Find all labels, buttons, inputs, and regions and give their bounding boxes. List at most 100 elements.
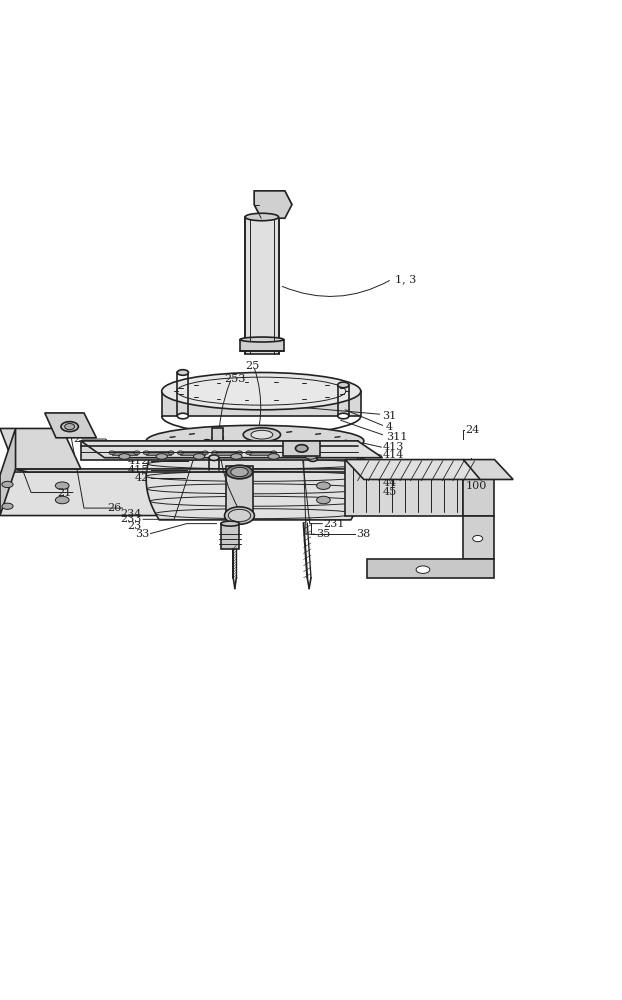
Polygon shape: [45, 413, 96, 438]
Text: 33: 33: [135, 448, 149, 458]
Text: 22: 22: [473, 470, 487, 480]
Ellipse shape: [134, 451, 140, 455]
Bar: [212, 428, 223, 441]
Text: 45: 45: [383, 487, 397, 497]
Polygon shape: [81, 441, 358, 460]
Ellipse shape: [230, 496, 243, 504]
Text: 233: 233: [121, 514, 142, 524]
Polygon shape: [180, 451, 205, 455]
Text: 24: 24: [465, 425, 480, 435]
Ellipse shape: [305, 454, 317, 459]
Ellipse shape: [338, 382, 349, 388]
Polygon shape: [240, 340, 284, 351]
Ellipse shape: [473, 535, 483, 542]
Ellipse shape: [442, 461, 446, 464]
Polygon shape: [81, 441, 383, 458]
Text: 25: 25: [246, 361, 260, 371]
Ellipse shape: [243, 428, 281, 442]
Ellipse shape: [55, 496, 69, 504]
Ellipse shape: [455, 461, 459, 464]
Ellipse shape: [245, 213, 279, 221]
Polygon shape: [254, 191, 292, 218]
Text: 38: 38: [356, 529, 370, 539]
Polygon shape: [146, 438, 364, 520]
Polygon shape: [463, 460, 513, 479]
Text: 41: 41: [383, 459, 397, 469]
Polygon shape: [345, 460, 463, 516]
Ellipse shape: [231, 454, 242, 459]
Text: 43: 43: [383, 468, 397, 478]
Text: 31: 31: [383, 411, 397, 421]
Polygon shape: [215, 451, 239, 455]
Ellipse shape: [221, 521, 239, 526]
Ellipse shape: [389, 461, 394, 464]
Polygon shape: [112, 451, 137, 455]
Ellipse shape: [109, 451, 115, 455]
Ellipse shape: [119, 454, 130, 459]
Polygon shape: [245, 217, 279, 354]
Ellipse shape: [156, 454, 167, 459]
Ellipse shape: [376, 461, 381, 464]
Ellipse shape: [295, 445, 308, 452]
Polygon shape: [12, 469, 411, 472]
Text: 42: 42: [135, 473, 149, 483]
Ellipse shape: [146, 425, 364, 456]
Ellipse shape: [309, 445, 317, 450]
Text: 413: 413: [128, 440, 149, 450]
Ellipse shape: [268, 454, 279, 459]
Text: 35: 35: [316, 529, 330, 539]
Ellipse shape: [251, 430, 272, 439]
Text: 231: 231: [323, 519, 345, 529]
Ellipse shape: [2, 481, 13, 488]
Polygon shape: [249, 451, 274, 455]
Text: 415: 415: [128, 465, 149, 475]
Polygon shape: [463, 516, 494, 559]
Polygon shape: [221, 524, 239, 549]
Ellipse shape: [193, 454, 205, 459]
Ellipse shape: [143, 451, 149, 455]
Polygon shape: [0, 428, 81, 469]
Polygon shape: [146, 451, 171, 455]
Polygon shape: [463, 460, 494, 516]
Text: 26: 26: [107, 503, 121, 513]
Text: 23: 23: [128, 521, 142, 531]
Text: 414: 414: [383, 450, 404, 460]
Ellipse shape: [162, 372, 361, 410]
Polygon shape: [0, 428, 16, 516]
Ellipse shape: [226, 465, 253, 479]
Ellipse shape: [202, 451, 208, 455]
Ellipse shape: [415, 461, 420, 464]
Polygon shape: [283, 441, 320, 456]
Ellipse shape: [2, 503, 13, 509]
Text: 311: 311: [386, 432, 407, 442]
Text: 2: 2: [74, 434, 81, 444]
Ellipse shape: [228, 509, 251, 522]
Text: 253: 253: [224, 374, 245, 384]
Ellipse shape: [350, 461, 355, 464]
Ellipse shape: [338, 413, 349, 419]
Polygon shape: [345, 460, 482, 479]
Ellipse shape: [363, 461, 368, 464]
Text: 44: 44: [383, 478, 397, 488]
Text: 1, 3: 1, 3: [395, 274, 416, 284]
Text: 234: 234: [121, 509, 142, 519]
Polygon shape: [0, 472, 398, 516]
Ellipse shape: [177, 451, 183, 455]
Text: 21: 21: [57, 488, 72, 498]
Ellipse shape: [309, 456, 317, 461]
Ellipse shape: [402, 461, 407, 464]
Ellipse shape: [177, 413, 188, 419]
Polygon shape: [367, 559, 494, 578]
Ellipse shape: [61, 422, 78, 432]
Ellipse shape: [236, 451, 243, 455]
Ellipse shape: [429, 461, 433, 464]
Ellipse shape: [240, 337, 284, 342]
Ellipse shape: [231, 467, 248, 477]
Ellipse shape: [209, 455, 219, 461]
Ellipse shape: [317, 482, 330, 489]
Ellipse shape: [203, 440, 211, 445]
Polygon shape: [226, 466, 253, 516]
Text: 413: 413: [383, 442, 404, 452]
Text: 100: 100: [465, 481, 486, 491]
Ellipse shape: [203, 451, 211, 456]
